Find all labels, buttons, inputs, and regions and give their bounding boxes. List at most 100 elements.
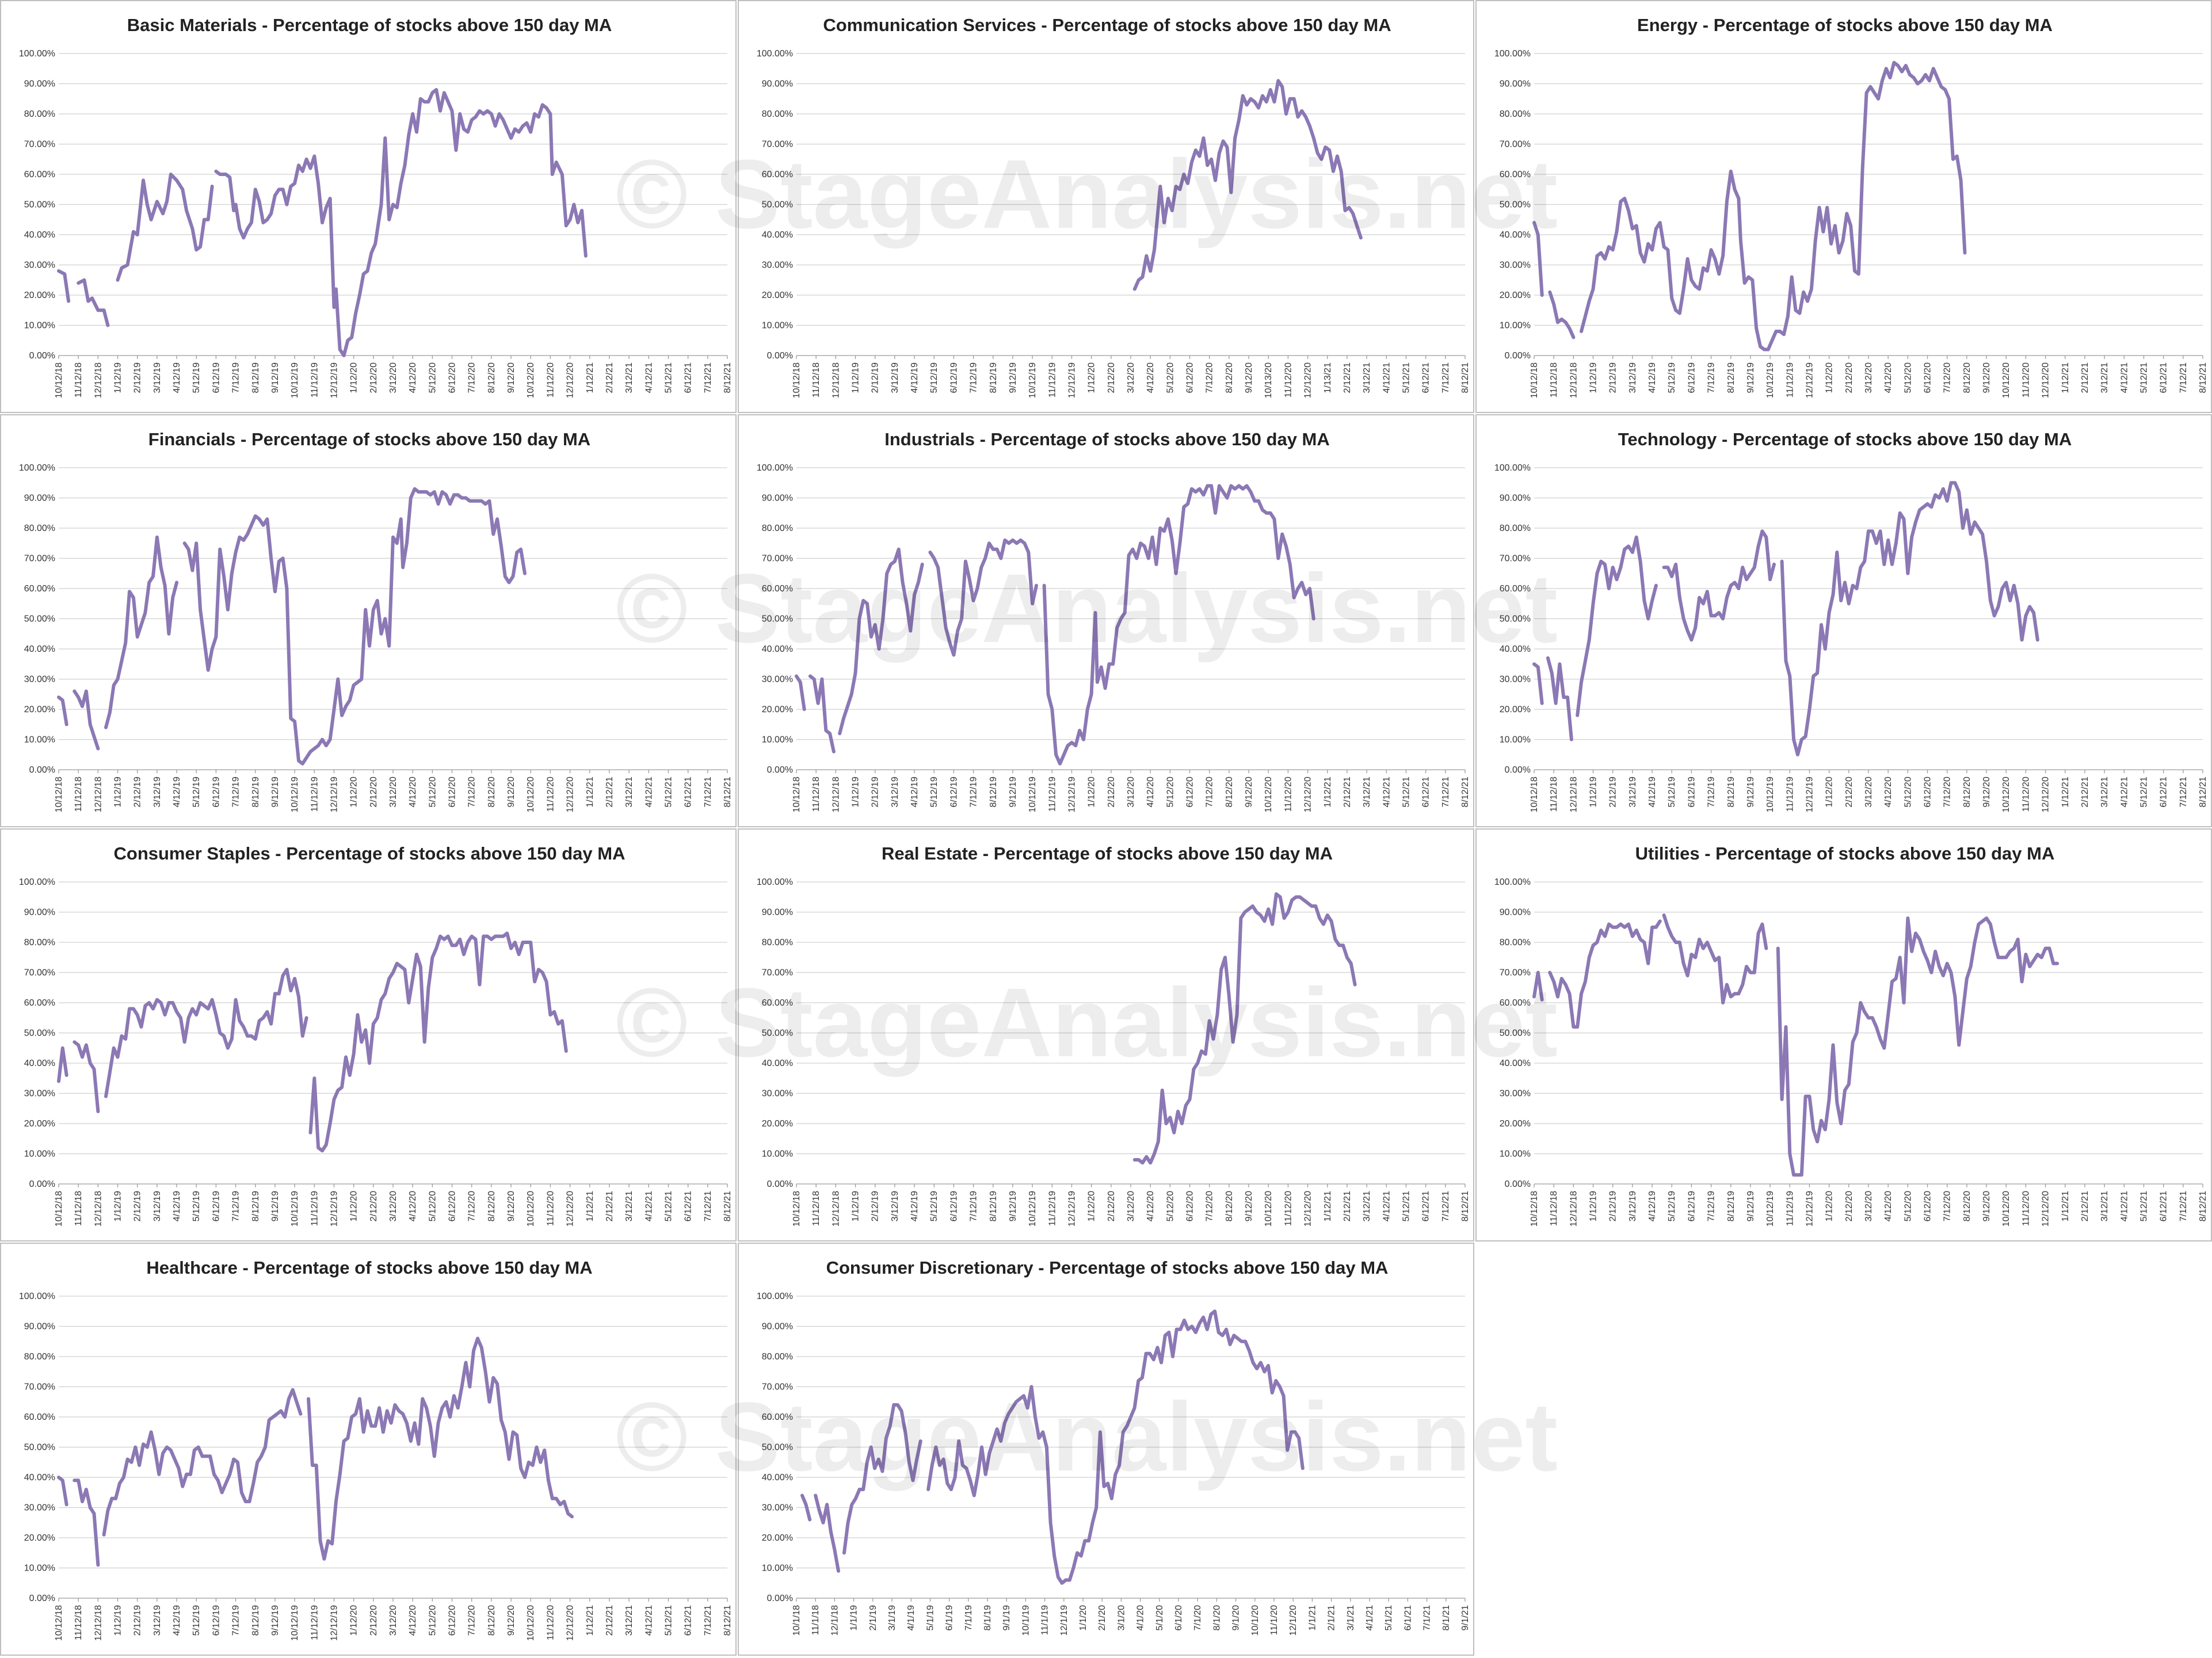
x-tick-label: 4/1/19 (906, 1605, 916, 1631)
chart-svg: Financials - Percentage of stocks above … (19, 429, 733, 812)
x-tick-label: 4/12/19 (1647, 777, 1657, 807)
y-tick-label: 40.00% (1500, 1059, 1531, 1068)
x-tick-label: 8/12/20 (487, 777, 497, 807)
x-tick-label: 8/12/21 (1460, 777, 1470, 807)
y-tick-label: 50.00% (762, 1029, 793, 1038)
x-tick-label: 4/12/19 (172, 1605, 182, 1636)
x-tick-label: 11/12/19 (310, 1605, 319, 1640)
series-line (842, 1403, 922, 1555)
x-tick-label: 11/12/18 (1549, 777, 1559, 812)
x-tick-label: 1/1/19 (849, 1605, 859, 1631)
y-tick-label: 50.00% (1500, 200, 1531, 210)
x-tick-label: 6/12/21 (684, 777, 693, 807)
y-tick-label: 90.00% (762, 79, 793, 89)
x-tick-label: 5/12/21 (1401, 777, 1411, 807)
x-tick-label: 7/12/20 (467, 777, 477, 807)
x-tick-label: 12/12/20 (566, 1191, 575, 1227)
x-tick-label: 2/12/20 (1844, 777, 1854, 807)
x-tick-label: 6/12/20 (1923, 1191, 1933, 1221)
y-tick-label: 100.00% (757, 49, 793, 59)
x-tick-label: 12/12/20 (2041, 777, 2051, 812)
x-tick-label: 11/1/19 (1040, 1605, 1050, 1635)
x-tick-label: 1/12/21 (2061, 777, 2070, 807)
x-tick-label: 6/12/19 (949, 362, 959, 393)
series-line (102, 1388, 303, 1537)
y-tick-label: 80.00% (762, 524, 793, 533)
chart-svg: Utilities - Percentage of stocks above 1… (1494, 843, 2208, 1227)
x-tick-label: 2/12/21 (605, 777, 615, 807)
x-tick-label: 8/12/21 (723, 777, 733, 807)
x-tick-label: 2/12/20 (369, 362, 379, 393)
x-tick-label: 11/12/18 (811, 777, 821, 812)
x-tick-label: 12/1/19 (1059, 1605, 1069, 1636)
y-tick-label: 100.00% (1494, 463, 1531, 473)
y-tick-label: 90.00% (1500, 494, 1531, 503)
x-tick-label: 3/12/21 (2100, 362, 2110, 393)
y-tick-label: 40.00% (24, 644, 55, 654)
x-tick-label: 1/12/20 (349, 1191, 359, 1221)
x-tick-label: 2/12/21 (2080, 1191, 2090, 1221)
y-tick-label: 40.00% (1500, 644, 1531, 654)
y-tick-label: 30.00% (762, 1503, 793, 1513)
x-tick-label: 8/12/19 (1726, 1191, 1736, 1221)
y-tick-label: 90.00% (1500, 79, 1531, 89)
series-line (1042, 484, 1315, 766)
y-tick-label: 60.00% (1500, 170, 1531, 179)
x-tick-label: 9/12/19 (1746, 777, 1756, 807)
y-tick-label: 90.00% (762, 908, 793, 918)
y-tick-label: 10.00% (24, 1149, 55, 1159)
x-tick-label: 1/12/20 (1825, 777, 1835, 807)
x-tick-label: 1/12/20 (1087, 362, 1097, 393)
x-tick-label: 8/12/21 (1460, 362, 1470, 393)
x-tick-label: 4/12/21 (644, 777, 654, 807)
x-tick-label: 2/1/20 (1097, 1605, 1107, 1631)
series-line (104, 535, 179, 729)
x-tick-label: 8/12/19 (989, 362, 998, 393)
x-tick-label: 8/12/19 (251, 1605, 261, 1636)
x-tick-label: 12/12/19 (329, 1191, 339, 1227)
x-tick-label: 2/12/20 (369, 777, 379, 807)
y-tick-label: 10.00% (762, 1564, 793, 1573)
x-tick-label: 10/12/20 (526, 777, 536, 812)
x-tick-label: 12/12/20 (1303, 1191, 1313, 1227)
x-tick-label: 8/12/21 (723, 1191, 733, 1221)
x-tick-label: 8/12/20 (1962, 777, 1972, 807)
y-tick-label: 90.00% (762, 1322, 793, 1332)
x-tick-label: 3/12/20 (1126, 777, 1136, 807)
series-line (307, 1336, 574, 1561)
x-tick-label: 12/12/20 (2041, 1191, 2051, 1227)
x-tick-label: 3/1/19 (887, 1605, 897, 1631)
y-tick-label: 0.00% (1505, 765, 1531, 775)
x-tick-label: 10/1/18 (792, 1605, 802, 1636)
x-tick-label: 5/12/20 (428, 777, 437, 807)
x-tick-label: 8/1/21 (1441, 1605, 1451, 1631)
x-tick-label: 12/12/20 (566, 362, 575, 398)
y-tick-label: 60.00% (762, 1412, 793, 1422)
x-tick-label: 1/12/19 (1589, 1191, 1599, 1221)
x-tick-label: 1/12/21 (1323, 1191, 1333, 1221)
x-tick-label: 1/12/20 (1825, 362, 1835, 393)
y-tick-label: 20.00% (1500, 1119, 1531, 1129)
y-tick-label: 20.00% (24, 1119, 55, 1129)
x-tick-label: 6/12/19 (211, 1191, 221, 1221)
x-tick-label: 1/12/21 (585, 1605, 595, 1636)
x-tick-label: 6/12/21 (2159, 362, 2169, 393)
chart-svg: Energy - Percentage of stocks above 150 … (1494, 15, 2208, 398)
chart-title: Basic Materials - Percentage of stocks a… (127, 15, 612, 35)
x-tick-label: 11/12/20 (2021, 777, 2031, 812)
x-tick-label: 3/12/21 (1362, 1191, 1372, 1221)
x-tick-label: 8/12/21 (723, 1605, 733, 1636)
x-tick-label: 10/12/18 (792, 1191, 802, 1227)
y-tick-label: 30.00% (24, 675, 55, 685)
series-line (1548, 290, 1576, 339)
y-tick-label: 70.00% (762, 1382, 793, 1392)
x-tick-label: 4/12/19 (172, 777, 182, 807)
x-tick-label: 1/12/20 (349, 777, 359, 807)
x-tick-label: 3/12/21 (2100, 777, 2110, 807)
x-tick-label: 4/12/20 (1883, 777, 1893, 807)
x-tick-label: 6/12/21 (2159, 777, 2169, 807)
x-tick-label: 2/12/21 (1343, 362, 1352, 393)
y-tick-label: 60.00% (762, 998, 793, 1008)
x-tick-label: 9/12/19 (1008, 777, 1018, 807)
series-line (77, 278, 110, 327)
